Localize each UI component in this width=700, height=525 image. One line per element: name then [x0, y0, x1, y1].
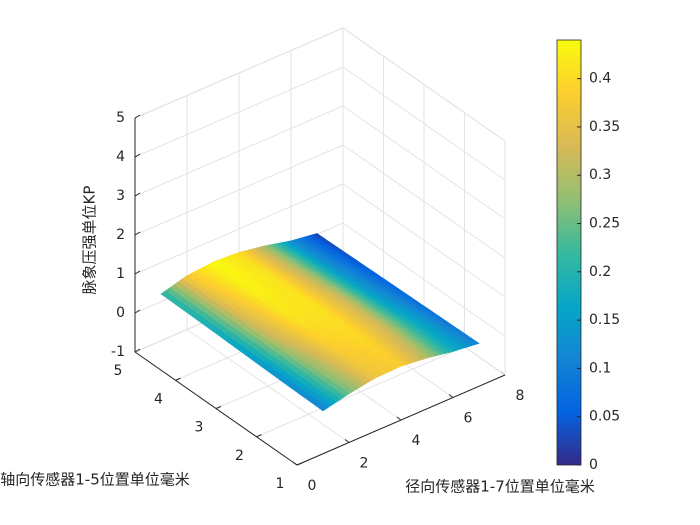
- tick-mark: [134, 192, 141, 197]
- colorbar-tick-label: 0.35: [589, 119, 620, 135]
- x-tick-label: 4: [412, 433, 421, 449]
- tick-mark: [134, 114, 141, 119]
- colorbar-tick-label: 0.2: [589, 264, 611, 280]
- y-tick-label: 3: [195, 420, 204, 436]
- grid-line: [342, 27, 506, 142]
- tick-mark: [134, 153, 141, 158]
- grid-line: [342, 144, 506, 259]
- y-tick-label: 4: [154, 391, 163, 407]
- tick-mark: [134, 270, 141, 275]
- surface: [160, 233, 480, 412]
- x-axis-label: 径向传感器1-7位置单位毫米: [405, 478, 595, 496]
- colorbar-tick-label: 0.25: [589, 216, 620, 232]
- z-tick-label: 1: [116, 266, 125, 282]
- z-tick-label: 4: [116, 149, 125, 165]
- y-tick-label: 2: [235, 448, 244, 464]
- tick-mark: [134, 309, 141, 314]
- tick-mark: [215, 406, 222, 409]
- x-axis-line: [296, 374, 506, 466]
- z-axis-label: 脉象压强单位KP: [81, 186, 99, 295]
- x-tick-label: 0: [308, 478, 317, 494]
- grid-line: [256, 346, 465, 438]
- tick-mark: [256, 434, 262, 438]
- grid-line: [342, 222, 506, 337]
- colorbar-tick-label: 0.05: [589, 409, 620, 425]
- colorbar-tick-label: 0: [589, 457, 598, 473]
- z-tick-label: 3: [116, 188, 125, 204]
- tick-mark: [344, 439, 350, 443]
- tick-mark: [175, 377, 181, 381]
- z-tick-label: 0: [116, 305, 125, 321]
- colorbar-tick-label: 0.15: [589, 312, 620, 328]
- y-tick-label: 1: [276, 476, 285, 492]
- x-tick-label: 8: [516, 388, 525, 404]
- z-tick-label: -1: [111, 344, 125, 360]
- colorbar-tick-label: 0.1: [589, 360, 611, 376]
- tick-mark: [134, 231, 141, 236]
- colorbar-tick-label: 0.3: [589, 167, 611, 183]
- colorbar: 0 0.05 0.1 0.15 0.2 0.25 0.3 0.35 0.4: [556, 39, 620, 473]
- y-axis-line: [134, 351, 298, 466]
- tick-mark: [396, 416, 402, 421]
- grid-line: [134, 105, 344, 197]
- grid-line: [342, 183, 506, 298]
- y-tick-label: 5: [114, 363, 123, 379]
- z-tick-label: 2: [116, 227, 125, 243]
- z-tick-label: 5: [116, 110, 125, 126]
- y-axis-label: 轴向传感器1-5位置单位毫米: [0, 471, 190, 489]
- x-tick-label: 6: [464, 411, 473, 427]
- x-tick-label: 2: [360, 456, 369, 472]
- grid-line: [134, 183, 344, 275]
- grid-line: [342, 105, 506, 220]
- grid-line: [134, 66, 344, 158]
- colorbar-fill: [556, 39, 582, 466]
- grid-line: [342, 66, 506, 181]
- surface-patch: [315, 402, 328, 412]
- grid-line: [134, 27, 344, 119]
- grid-line: [134, 144, 344, 236]
- tick-mark: [448, 394, 454, 398]
- tick-mark: [134, 348, 141, 353]
- colorbar-tick-label: 0.4: [589, 71, 611, 87]
